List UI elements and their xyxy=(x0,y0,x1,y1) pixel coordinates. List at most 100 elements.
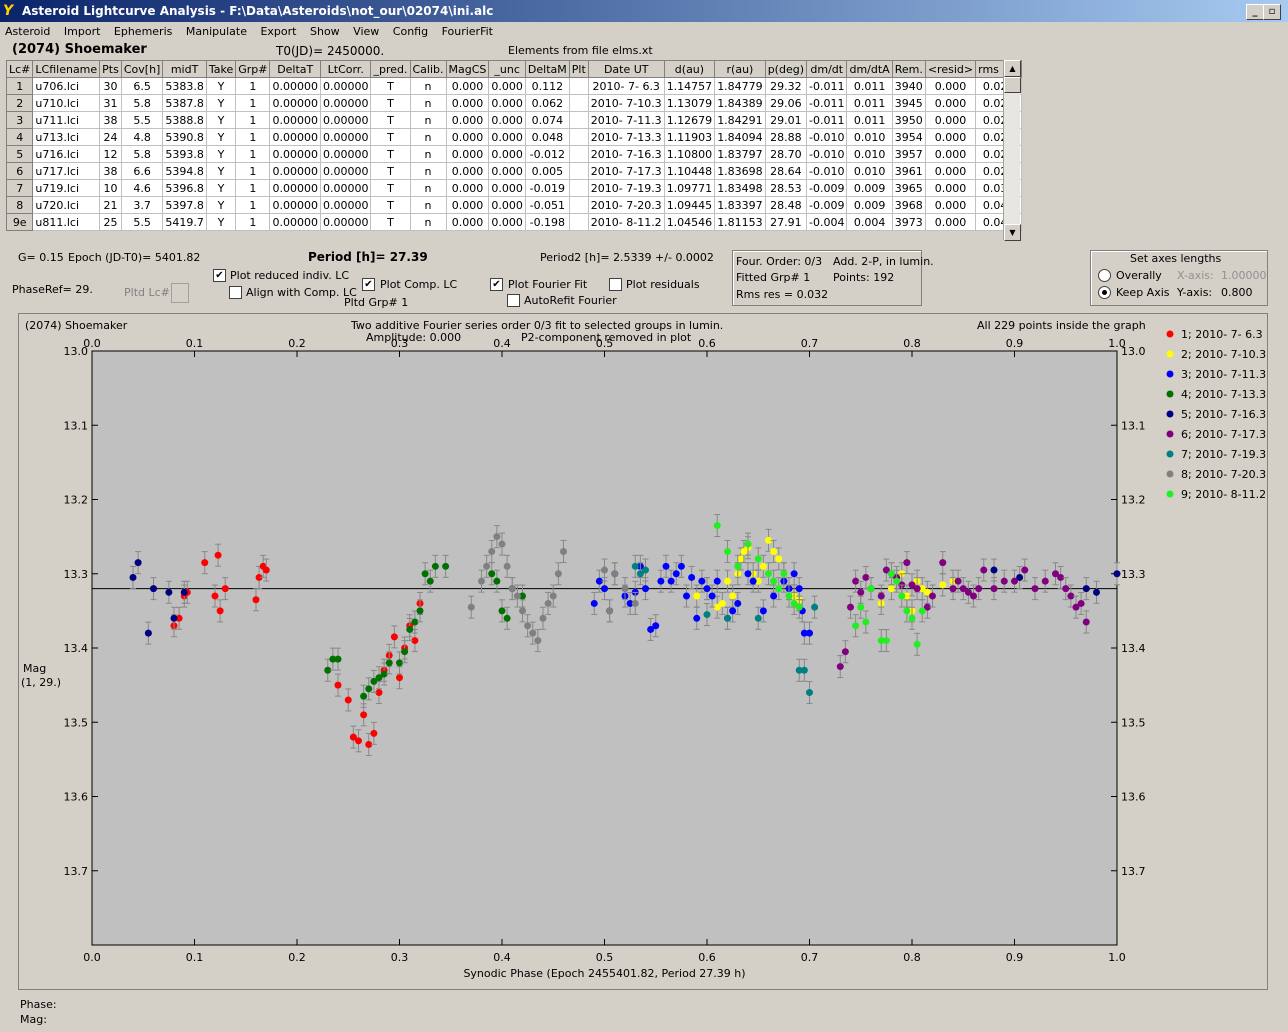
table-cell[interactable]: -0.198 xyxy=(524,213,570,231)
table-cell[interactable]: 0.000 xyxy=(445,145,490,163)
table-cell[interactable]: 12 xyxy=(99,145,122,163)
table-cell[interactable]: -0.010 xyxy=(805,162,848,180)
table-cell[interactable]: 25 xyxy=(99,213,122,231)
table-cell[interactable]: 5.8 xyxy=(120,94,164,112)
table-cell[interactable]: 0.004 xyxy=(846,213,893,231)
table-cell[interactable]: 5388.8 xyxy=(162,111,207,129)
column-header[interactable]: dm/dtA xyxy=(846,60,893,78)
table-cell[interactable]: -0.012 xyxy=(524,145,570,163)
table-cell[interactable]: Y xyxy=(205,162,237,180)
table-cell[interactable]: 1.83797 xyxy=(714,145,766,163)
column-header[interactable]: Lc# xyxy=(5,60,34,78)
table-cell[interactable]: 1.84389 xyxy=(714,94,766,112)
table-cell[interactable]: 1.14757 xyxy=(663,77,716,95)
lightcurve-table[interactable]: Lc# LCfilename Pts Cov[h] midT Take Grp# DeltaT… xyxy=(5,60,1023,231)
table-cell[interactable]: T xyxy=(370,77,411,95)
table-cell[interactable]: 1.83397 xyxy=(714,196,766,214)
table-cell[interactable]: 1.84094 xyxy=(714,128,766,146)
table-cell[interactable] xyxy=(568,94,589,112)
table-cell[interactable]: 6 xyxy=(5,162,34,180)
table-cell[interactable]: 0.000 xyxy=(924,111,977,129)
table-cell[interactable]: 1.09771 xyxy=(663,179,716,197)
table-cell[interactable]: u710.lci xyxy=(32,94,101,112)
table-cell[interactable]: 0.011 xyxy=(846,111,893,129)
table-cell[interactable]: 29.06 xyxy=(764,94,808,112)
lightcurve-plot-panel[interactable]: (2074) Shoemaker Two additive Fourier se… xyxy=(18,313,1268,990)
table-cell[interactable]: 5383.8 xyxy=(162,77,207,95)
table-cell[interactable]: 24 xyxy=(99,128,122,146)
table-cell[interactable]: 2010- 7-11.3 xyxy=(587,111,665,129)
table-cell[interactable]: 0.00000 xyxy=(319,128,372,146)
table-cell[interactable]: 0.00000 xyxy=(319,179,372,197)
table-cell[interactable]: 3957 xyxy=(891,145,926,163)
table-cell[interactable]: -0.051 xyxy=(524,196,570,214)
table-cell[interactable]: 7 xyxy=(5,179,34,197)
table-cell[interactable] xyxy=(568,111,589,129)
table-cell[interactable]: 2010- 8-11.2 xyxy=(587,213,665,231)
table-cell[interactable]: 1.84779 xyxy=(714,77,766,95)
column-header[interactable]: <resid> xyxy=(924,60,977,78)
table-cell[interactable]: T xyxy=(370,145,411,163)
table-cell[interactable]: 0.000 xyxy=(924,213,977,231)
table-scrollbar[interactable]: ▲ ▼ xyxy=(1003,60,1021,241)
table-cell[interactable]: 0.00000 xyxy=(319,162,372,180)
table-cell[interactable]: 0.000 xyxy=(445,128,490,146)
table-cell[interactable]: 0.00000 xyxy=(269,77,321,95)
table-cell[interactable]: 1.13079 xyxy=(663,94,716,112)
table-cell[interactable]: u811.lci xyxy=(32,213,101,231)
table-cell[interactable]: 4.8 xyxy=(120,128,164,146)
menu-fourierfit[interactable]: FourierFit xyxy=(441,25,493,38)
table-cell[interactable]: 0.009 xyxy=(846,196,893,214)
table-cell[interactable] xyxy=(568,196,589,214)
table-cell[interactable]: 0.00000 xyxy=(269,145,321,163)
table-cell[interactable]: 0.000 xyxy=(488,94,526,112)
column-header[interactable]: DeltaM xyxy=(524,60,570,78)
table-cell[interactable] xyxy=(568,128,589,146)
table-cell[interactable]: 0.000 xyxy=(488,213,526,231)
table-cell[interactable]: T xyxy=(370,196,411,214)
table-cell[interactable]: 0.000 xyxy=(445,196,490,214)
table-cell[interactable]: 0.00000 xyxy=(269,111,321,129)
table-cell[interactable]: 28.88 xyxy=(764,128,808,146)
table-cell[interactable]: u706.lci xyxy=(32,77,101,95)
table-cell[interactable]: 0.000 xyxy=(488,111,526,129)
table-cell[interactable]: 0.000 xyxy=(488,77,526,95)
table-cell[interactable]: n xyxy=(409,111,447,129)
table-cell[interactable]: 1.81153 xyxy=(714,213,766,231)
menu-config[interactable]: Config xyxy=(392,25,429,38)
table-cell[interactable]: 1 xyxy=(235,162,271,180)
table-cell[interactable]: 1.09445 xyxy=(663,196,716,214)
table-cell[interactable] xyxy=(568,213,589,231)
table-cell[interactable]: Y xyxy=(205,94,237,112)
table-cell[interactable]: T xyxy=(370,128,411,146)
table-cell[interactable]: 2010- 7-13.3 xyxy=(587,128,665,146)
table-cell[interactable]: 0.000 xyxy=(488,162,526,180)
table-cell[interactable]: 1.11903 xyxy=(663,128,716,146)
table-cell[interactable]: -0.011 xyxy=(805,94,848,112)
table-cell[interactable] xyxy=(568,77,589,95)
table-cell[interactable]: 28.70 xyxy=(764,145,808,163)
table-cell[interactable]: 3950 xyxy=(891,111,926,129)
table-cell[interactable]: 0.074 xyxy=(524,111,570,129)
table-cell[interactable]: 3961 xyxy=(891,162,926,180)
table-cell[interactable]: 28.48 xyxy=(764,196,808,214)
table-cell[interactable]: 8 xyxy=(5,196,34,214)
restore-button[interactable]: ▫ xyxy=(1263,4,1281,20)
table-cell[interactable]: 31 xyxy=(99,94,122,112)
table-cell[interactable]: u717.lci xyxy=(32,162,101,180)
table-cell[interactable]: 0.009 xyxy=(846,179,893,197)
table-cell[interactable]: Y xyxy=(205,111,237,129)
column-header[interactable]: _pred. xyxy=(370,60,411,78)
table-cell[interactable]: -0.004 xyxy=(805,213,848,231)
table-cell[interactable]: -0.011 xyxy=(805,77,848,95)
table-cell[interactable]: T xyxy=(370,162,411,180)
menu-manipulate[interactable]: Manipulate xyxy=(185,25,247,38)
table-cell[interactable]: 0.062 xyxy=(524,94,570,112)
table-cell[interactable]: 1 xyxy=(235,111,271,129)
table-cell[interactable]: 2010- 7-16.3 xyxy=(587,145,665,163)
